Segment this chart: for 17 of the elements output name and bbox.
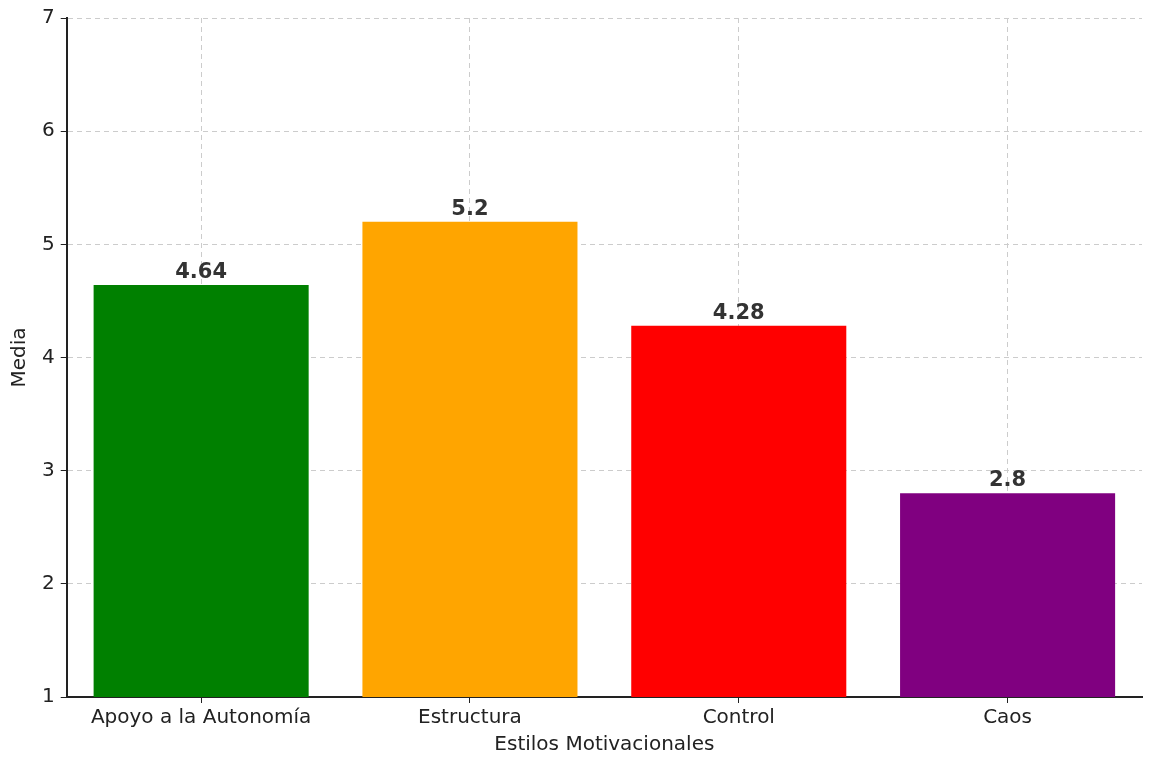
y-tick-label: 4 [41, 343, 55, 368]
y-tick-label: 1 [41, 683, 55, 708]
data-label: 2.8 [988, 467, 1027, 492]
x-tick-label: Estructura [418, 704, 522, 729]
x-tick-label: Control [702, 704, 775, 729]
y-axis-title: Media [6, 327, 31, 388]
data-label: 4.28 [712, 299, 765, 324]
y-tick-label: 6 [41, 117, 55, 142]
y-tick-label: 7 [41, 4, 55, 29]
x-axis-title: Estilos Motivacionales [494, 731, 715, 756]
x-tick-label: Apoyo a la Autonomía [90, 704, 312, 729]
data-label: 5.2 [451, 195, 489, 220]
data-label: 4.64 [175, 259, 228, 284]
x-tick-label: Caos [983, 704, 1033, 729]
y-tick-label: 2 [41, 570, 55, 595]
y-tick-label: 3 [41, 456, 55, 481]
y-tick-label: 5 [41, 230, 55, 255]
